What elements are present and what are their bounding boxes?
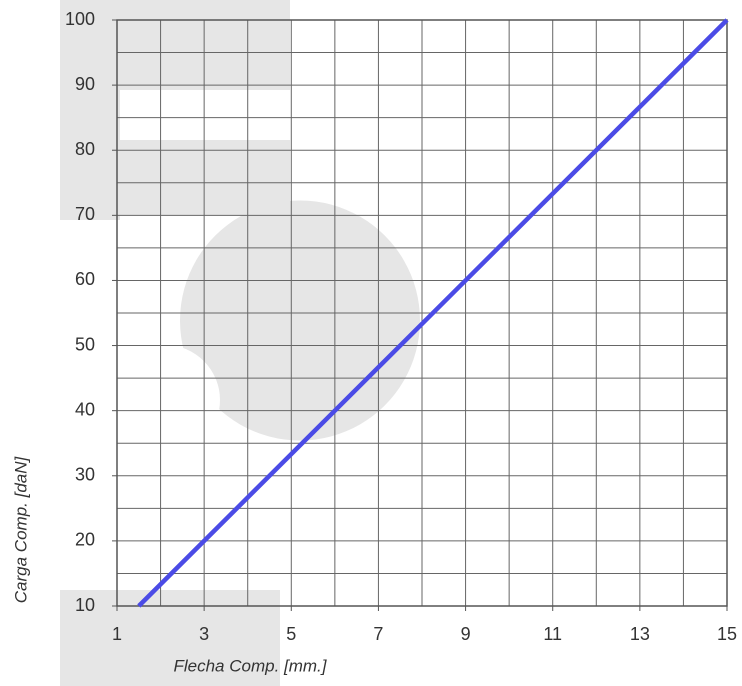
x-tick-label: 5 [286,624,296,644]
x-tick-label: 1 [112,624,122,644]
y-tick-label: 100 [65,9,95,29]
plot-border [116,19,728,607]
x-tick-label: 3 [199,624,209,644]
y-tick-label: 10 [75,595,95,615]
y-tick-label: 70 [75,204,95,224]
data-line [137,18,729,608]
y-tick-label: 60 [75,269,95,289]
watermark [60,0,420,686]
y-tick-label: 40 [75,399,95,419]
x-tick-label: 15 [717,624,737,644]
y-axis-title: Carga Comp. [daN] [11,455,30,603]
y-tick-label: 30 [75,465,95,485]
x-tick-label: 13 [630,624,650,644]
y-tick-label: 80 [75,139,95,159]
x-tick-label: 9 [461,624,471,644]
y-tick-label: 20 [75,530,95,550]
y-tick-label: 90 [75,74,95,94]
x-axis-title: Flecha Comp. [mm.] [173,656,327,675]
y-tick-label: 50 [75,334,95,354]
x-tick-label: 7 [373,624,383,644]
x-tick-label: 11 [543,624,562,644]
